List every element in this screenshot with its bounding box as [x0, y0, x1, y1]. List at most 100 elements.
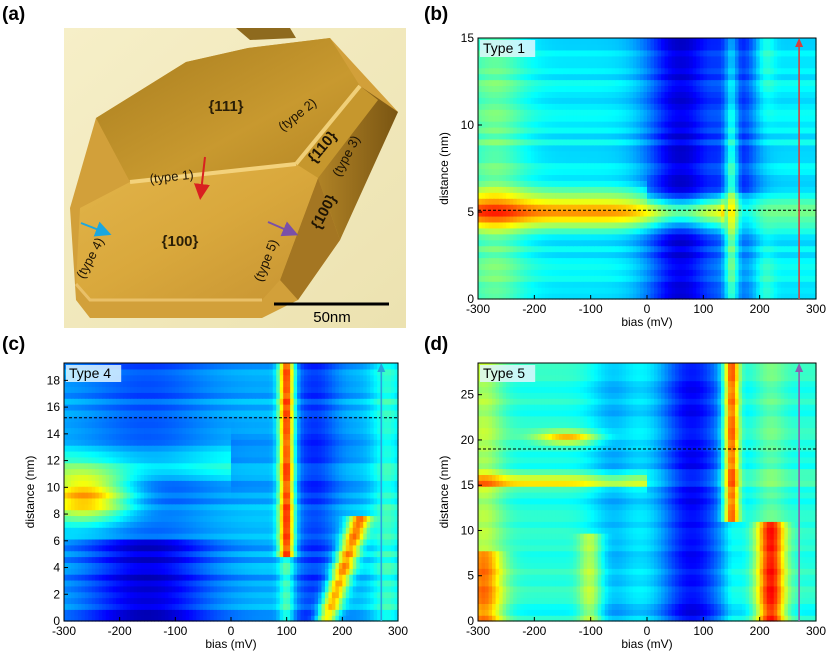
heatmap-cell	[773, 198, 778, 205]
heatmap-cell	[713, 138, 719, 146]
heatmap-cell	[272, 609, 277, 616]
heatmap-cell	[488, 109, 493, 116]
heatmap-cell	[622, 162, 627, 170]
heatmap-cell	[787, 162, 792, 170]
heatmap-cell	[137, 574, 142, 581]
heatmap-cell	[696, 150, 701, 158]
heatmap-cell	[766, 263, 771, 270]
heatmap-cell	[766, 67, 771, 75]
heatmap-cell	[699, 55, 704, 63]
heatmap-cell	[608, 79, 613, 87]
heatmap-cell	[562, 38, 567, 45]
heatmap-cell	[175, 597, 180, 605]
heatmap-cell	[745, 245, 750, 253]
heatmap-cell	[587, 257, 592, 265]
heatmap-cell	[696, 73, 701, 81]
heatmap-cell	[784, 204, 789, 211]
heatmap-cell	[272, 585, 277, 593]
heatmap-cell	[311, 579, 316, 587]
heatmap-cell	[759, 85, 764, 92]
heatmap-cell	[696, 221, 701, 229]
heatmap-cell	[377, 591, 382, 599]
heatmap-cell	[513, 275, 518, 282]
heatmap-cell	[756, 269, 761, 276]
heatmap-cell	[569, 97, 574, 104]
heatmap-cell	[608, 61, 613, 69]
heatmap-cell	[710, 174, 715, 181]
heatmap-cell	[798, 55, 803, 63]
heatmap-cell	[562, 174, 567, 181]
heatmap-cell	[668, 245, 673, 253]
heatmap-cell	[749, 150, 754, 158]
heatmap-cell	[601, 97, 606, 104]
heatmap-cell	[713, 251, 719, 259]
heatmap-cell	[566, 293, 571, 300]
heatmap-cell	[805, 162, 810, 170]
heatmap-cell	[692, 204, 697, 211]
heatmap-cell	[629, 168, 634, 176]
heatmap-cell	[787, 281, 792, 288]
heatmap-cell	[583, 251, 588, 259]
heatmap-cell	[749, 121, 754, 128]
heatmap-cell	[724, 239, 729, 247]
heatmap-cell	[717, 204, 722, 211]
edge-bottom	[74, 283, 262, 302]
heatmap-cell	[583, 263, 588, 270]
heatmap-cell	[566, 227, 571, 235]
heatmap-cell	[523, 204, 528, 211]
heatmap-cell	[710, 192, 715, 199]
heatmap-cell	[530, 227, 535, 235]
heatmap-cell	[478, 67, 483, 75]
heatmap-cell	[541, 61, 546, 69]
heatmap-cell	[801, 144, 807, 152]
heatmap-cell	[763, 180, 768, 187]
heatmap-cell	[558, 239, 564, 247]
heatmap-cell	[594, 150, 599, 158]
heatmap-cell	[812, 61, 817, 69]
heatmap-cell	[335, 591, 340, 599]
heatmap-cell	[133, 609, 138, 616]
heatmap-cell	[692, 257, 697, 265]
heatmap-cell	[752, 38, 757, 45]
heatmap-cell	[766, 269, 771, 276]
heatmap-cell	[763, 293, 768, 300]
heatmap-cell	[735, 168, 740, 176]
heatmap-cell	[520, 192, 525, 199]
heatmap-cell	[731, 85, 736, 92]
heatmap-cell	[544, 144, 550, 152]
heatmap-cell	[583, 132, 588, 140]
heatmap-cell	[527, 115, 532, 122]
heatmap-cell	[622, 73, 627, 81]
heatmap-cell	[622, 239, 627, 247]
heatmap-cell	[391, 579, 396, 587]
heatmap-cell	[671, 67, 676, 75]
heatmap-cell	[629, 227, 634, 235]
heatmap-cell	[481, 180, 486, 187]
heatmap-cell	[657, 121, 662, 128]
heatmap-cell	[587, 192, 592, 199]
heatmap-cell	[276, 585, 281, 593]
heatmap-cell	[661, 121, 666, 128]
heatmap-cell	[126, 585, 131, 593]
heatmap-cell	[618, 61, 623, 69]
heatmap-cell	[373, 597, 378, 605]
heatmap-cell	[805, 121, 810, 128]
heatmap-cell	[161, 591, 166, 599]
heatmap-cell	[611, 109, 616, 116]
heatmap-cell	[727, 204, 733, 211]
heatmap-cell	[696, 168, 701, 176]
heatmap-cell	[534, 150, 539, 158]
heatmap-cell	[488, 103, 493, 110]
heatmap-cell	[685, 38, 690, 45]
heatmap-cell	[615, 79, 620, 87]
heatmap-cell	[685, 91, 690, 98]
heatmap-cell	[759, 103, 764, 110]
heatmap-cell	[530, 61, 535, 69]
heatmap-cell	[541, 97, 546, 104]
heatmap-cell	[513, 150, 518, 158]
heatmap-cell	[534, 198, 539, 205]
heatmap-cell	[629, 269, 634, 276]
heatmap-cell	[724, 121, 729, 128]
heatmap-cell	[720, 227, 726, 235]
heatmap-cell	[812, 126, 817, 134]
